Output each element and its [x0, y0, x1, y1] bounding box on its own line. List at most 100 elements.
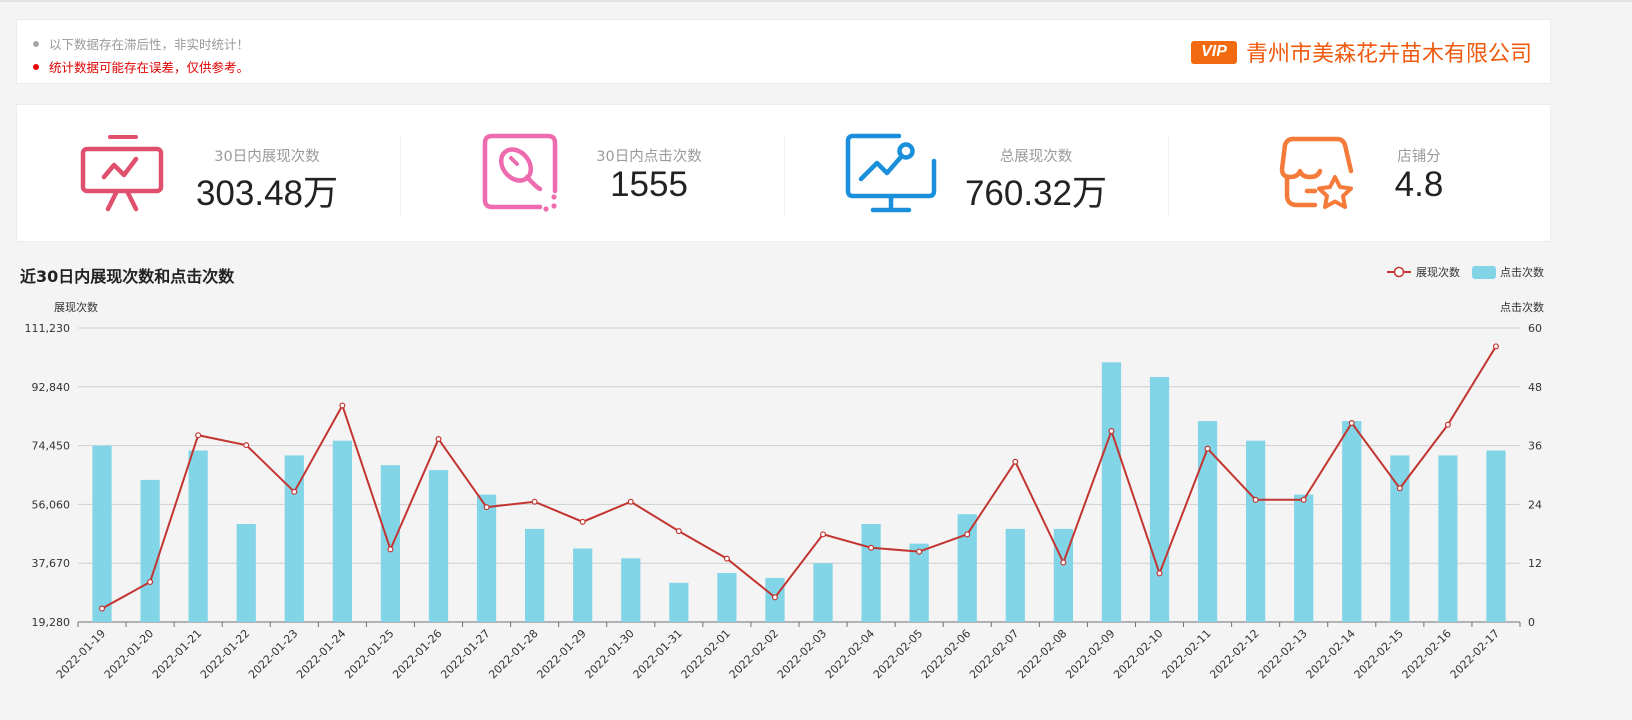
right-tick-label: 12 [1528, 557, 1542, 570]
line-point [1252, 496, 1259, 503]
bar [428, 470, 449, 622]
x-axis: 2022-01-192022-01-202022-01-212022-01-22… [54, 622, 1521, 681]
x-tick-label: 2022-02-02 [727, 627, 781, 681]
bullet-dot-icon [33, 40, 39, 47]
notice-panel: 以下数据存在滞后性，非实时统计！ 统计数据可能存在误差，仅供参考。 VIP 青州… [16, 19, 1551, 84]
x-tick-label: 2022-01-21 [150, 627, 204, 681]
line-point [483, 504, 490, 511]
bar [92, 445, 112, 622]
company-name[interactable]: 青州市美森花卉苗木有限公司 [1245, 42, 1532, 67]
legend-label: 展现次数 [1416, 266, 1460, 279]
x-tick-label: 2022-01-26 [390, 627, 444, 681]
bar [621, 558, 641, 622]
stat-shop-score: 店铺分 4.8 [1169, 105, 1552, 243]
line-point [771, 594, 778, 601]
line-point [964, 531, 971, 538]
bar [525, 528, 545, 622]
bar [1005, 528, 1025, 622]
left-tick-label: 111,230 [25, 322, 71, 335]
left-tick-label: 92,840 [32, 381, 71, 394]
x-tick-label: 2022-02-06 [919, 627, 973, 681]
bar [861, 524, 881, 622]
x-tick-label: 2022-01-29 [534, 627, 588, 681]
left-axis-ticks: 111,230 92,840 74,450 56,060 37,670 19,280 [25, 322, 71, 629]
right-axis-ticks: 60 48 36 24 12 0 [1528, 322, 1542, 629]
x-tick-label: 2022-01-19 [54, 627, 108, 681]
line-point [387, 546, 394, 553]
mouse-click-icon [482, 133, 558, 212]
line-point [579, 518, 586, 525]
x-tick-label: 2022-02-13 [1255, 627, 1309, 681]
bar-series [92, 362, 1506, 622]
line-point [1204, 445, 1211, 452]
line-series [99, 343, 1499, 612]
line-point [1396, 485, 1403, 492]
line-point [339, 402, 346, 409]
bullet-dot-icon [33, 63, 39, 70]
stat-label: 30日内展现次数 [214, 149, 320, 165]
stat-clicks-30d: 30日内点击次数 1555 [401, 105, 784, 243]
bar [1342, 421, 1362, 622]
right-tick-label: 36 [1528, 440, 1542, 453]
notice-lag: 以下数据存在滞后性，非实时统计！ [33, 34, 249, 53]
presentation-chart-icon [80, 135, 164, 212]
bar [1246, 440, 1266, 622]
stat-divider [400, 135, 401, 215]
right-tick-label: 0 [1528, 616, 1535, 629]
bar [1197, 421, 1218, 622]
right-axis-title: 点击次数 [1500, 300, 1544, 314]
left-tick-label: 37,670 [32, 557, 71, 570]
left-tick-label: 74,450 [32, 440, 71, 453]
bar [1101, 362, 1122, 622]
left-tick-label: 56,060 [32, 498, 71, 511]
line-point [1492, 343, 1499, 350]
x-tick-label: 2022-02-15 [1352, 627, 1406, 681]
stat-value: 760.32万 [964, 174, 1108, 213]
line-marker-icon [1387, 266, 1411, 278]
legend-item-clicks[interactable]: 点击次数 [1472, 264, 1544, 280]
bar [476, 494, 497, 622]
x-tick-label: 2022-02-01 [679, 627, 733, 681]
notice-error-text: 统计数据可能存在误差，仅供参考。 [49, 60, 250, 75]
right-tick-label: 60 [1528, 322, 1542, 335]
notice-lag-text: 以下数据存在滞后性，非实时统计！ [49, 37, 250, 52]
legend-label: 点击次数 [1500, 266, 1544, 279]
company-header: VIP 青州市美森花卉苗木有限公司 [1190, 36, 1532, 68]
line-point [195, 432, 202, 439]
notice-error: 统计数据可能存在误差，仅供参考。 [33, 57, 249, 76]
line-point [1012, 458, 1019, 465]
top-divider [0, 0, 1632, 2]
bar [1486, 450, 1506, 622]
stat-value: 303.48万 [195, 174, 339, 213]
x-tick-label: 2022-02-16 [1400, 627, 1454, 681]
legend-item-impressions[interactable]: 展现次数 [1386, 264, 1460, 280]
bar [573, 548, 593, 622]
line-point [147, 578, 154, 585]
line-point [99, 605, 106, 612]
x-tick-label: 2022-02-12 [1207, 627, 1261, 681]
stat-divider [1168, 135, 1169, 215]
line-point [1108, 428, 1115, 435]
x-tick-label: 2022-02-08 [1015, 627, 1069, 681]
bar [717, 573, 737, 622]
stats-panel: 30日内展现次数 303.48万 30日内点击次数 1555 总展现次数 760… [16, 104, 1551, 242]
bar-marker-icon [1472, 265, 1496, 279]
x-tick-label: 2022-02-05 [871, 627, 925, 681]
stat-value: 1555 [610, 165, 688, 204]
right-tick-label: 24 [1528, 498, 1542, 511]
stat-label: 店铺分 [1397, 149, 1441, 165]
line-point [916, 548, 923, 555]
line-point [1300, 496, 1307, 503]
bar [188, 450, 208, 622]
line-point [723, 555, 730, 562]
line-point [1348, 420, 1355, 427]
x-tick-label: 2022-02-09 [1063, 627, 1117, 681]
x-tick-label: 2022-01-30 [582, 627, 636, 681]
line-point [868, 544, 875, 551]
left-tick-label: 19,280 [32, 616, 71, 629]
line-point [675, 528, 682, 535]
stat-label: 30日内点击次数 [596, 149, 702, 165]
stat-divider [784, 135, 785, 215]
x-tick-label: 2022-01-20 [102, 627, 156, 681]
stat-total-impressions: 总展现次数 760.32万 [785, 105, 1168, 243]
